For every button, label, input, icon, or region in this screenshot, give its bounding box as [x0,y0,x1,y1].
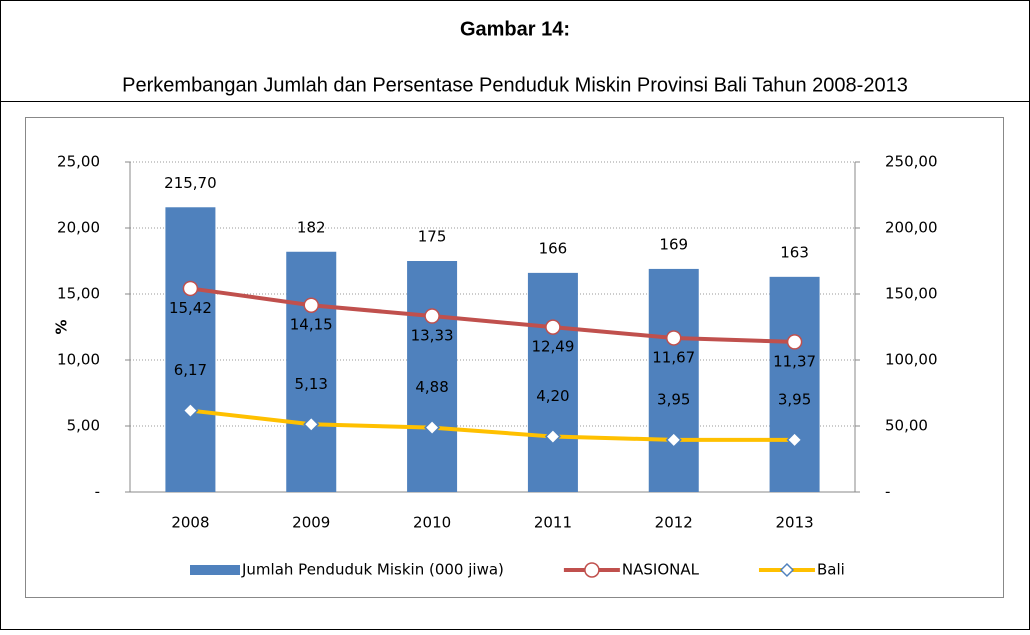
bar [648,268,699,492]
x-tick-label: 2010 [413,514,451,532]
legend-label: Jumlah Penduduk Miskin (000 jiwa) [241,561,504,579]
bar [527,272,578,492]
data-label: 6,17 [174,361,207,379]
marker [182,280,199,297]
x-tick-label: 2011 [534,514,572,532]
chart-title: Gambar 14: [460,18,570,40]
x-tick-label: 2009 [292,514,330,532]
y2-tick-label: - [885,483,890,501]
marker [424,308,440,324]
y-tick-label: 5,00 [67,417,100,435]
data-label: 175 [418,228,447,246]
data-label: 14,15 [290,316,333,334]
marker [182,402,199,419]
chart-border [25,117,1004,598]
marker [665,431,682,448]
y-axis-label: % [53,319,71,334]
y2-tick-label: 200,00 [885,219,938,237]
marker [786,431,803,448]
legend-swatch [190,565,240,575]
x-tick-label: 2008 [171,514,209,532]
data-label: 163 [780,243,809,261]
legend-label: Bali [817,561,845,579]
bar [769,276,820,492]
bar [286,251,337,492]
y-tick-label: 10,00 [57,351,100,369]
y2-tick-label: 50,00 [885,417,928,435]
data-label: 11,37 [773,352,816,370]
marker [786,334,803,350]
bar [165,207,216,492]
data-label: 169 [659,235,688,253]
data-label: 3,95 [657,390,690,408]
data-label: 215,70 [164,174,217,192]
marker [666,330,682,346]
legend-label: NASIONAL [622,561,700,579]
data-label: 11,67 [652,348,695,366]
line [190,408,795,442]
marker [303,416,320,433]
data-label: 4,20 [536,387,569,405]
marker [545,319,561,335]
y-tick-label: 15,00 [57,285,100,303]
data-label: 166 [539,239,568,257]
data-label: 5,13 [295,375,328,393]
data-label: 15,42 [169,299,212,317]
y2-tick-label: 150,00 [885,285,938,303]
y-tick-label: 20,00 [57,219,100,237]
y-tick-label: - [95,483,100,501]
y-tick-label: 25,00 [57,153,100,171]
data-label: 13,33 [411,327,454,345]
marker [424,419,441,436]
y2-tick-label: 100,00 [885,351,938,369]
marker [303,297,319,313]
legend-marker [779,562,795,578]
data-label: 12,49 [531,338,574,356]
x-tick-label: 2012 [655,514,693,532]
data-label: 3,95 [778,390,811,408]
legend-marker [584,562,600,578]
x-tick-label: 2013 [775,514,813,532]
y2-tick-label: 250,00 [885,153,938,171]
chart-subtitle: Perkembangan Jumlah dan Persentase Pendu… [122,74,908,96]
line [190,286,795,344]
data-label: 182 [297,218,326,236]
data-label: 4,88 [415,378,448,396]
bar [407,261,458,492]
marker [544,428,561,445]
